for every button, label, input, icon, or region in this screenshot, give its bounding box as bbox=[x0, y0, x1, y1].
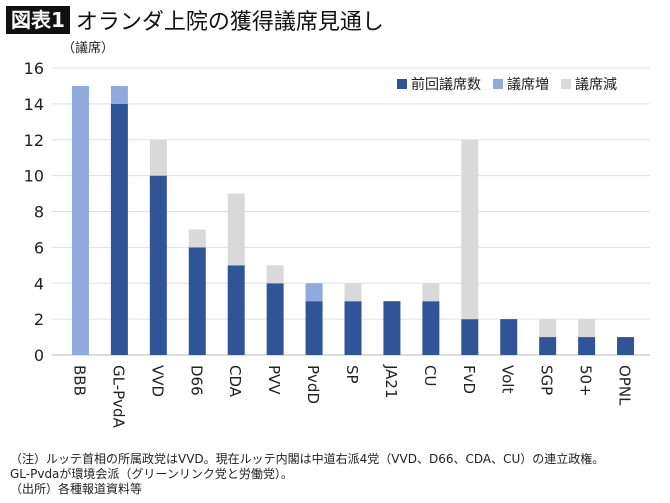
bar-segment bbox=[344, 283, 362, 302]
x-tick-label: SP bbox=[343, 365, 361, 384]
bar-segment bbox=[149, 139, 167, 176]
y-tick-label: 0 bbox=[34, 346, 44, 365]
bar-segment bbox=[578, 337, 596, 355]
y-tick-label: 14 bbox=[24, 95, 44, 114]
figure-badge: 図表1 bbox=[6, 6, 70, 34]
x-tick-label: PvdD bbox=[304, 365, 322, 404]
bar-segment bbox=[110, 85, 128, 104]
x-tick-label: VVD bbox=[148, 365, 166, 397]
y-tick-label: 12 bbox=[24, 131, 44, 150]
bar-segment bbox=[188, 229, 206, 248]
footnotes: （注）ルッテ首相の所属政党はVVD。現在ルッテ内閣は中道右派4党（VVD、D66… bbox=[10, 452, 604, 497]
x-tick-label: CDA bbox=[226, 365, 244, 398]
y-axis-label: （議席） bbox=[62, 40, 114, 56]
bar-segment bbox=[461, 139, 479, 320]
legend-swatch bbox=[561, 79, 571, 89]
x-tick-label: Volt bbox=[499, 365, 517, 393]
bar-segment bbox=[617, 337, 635, 355]
x-tick-label: D66 bbox=[187, 365, 205, 396]
title-text: オランダ上院の獲得議席見通し bbox=[75, 10, 384, 35]
bar-segment bbox=[422, 283, 440, 302]
bar-segment bbox=[71, 85, 89, 355]
bar-segment bbox=[266, 265, 284, 284]
bar-segment bbox=[266, 283, 284, 355]
x-tick-label: BBB bbox=[70, 365, 88, 396]
y-tick-label: 2 bbox=[34, 310, 44, 329]
y-tick-label: 4 bbox=[34, 274, 44, 293]
bar-segment bbox=[461, 319, 479, 355]
x-tick-label: GL-PvdA bbox=[109, 365, 127, 429]
bar-segment bbox=[422, 301, 440, 355]
bar-segment bbox=[383, 301, 401, 355]
legend-label: 議席増 bbox=[507, 76, 549, 93]
x-tick-label: 50+ bbox=[577, 365, 595, 397]
bar-segment bbox=[539, 337, 557, 355]
bar-segment bbox=[500, 319, 518, 355]
x-tick-label: CU bbox=[421, 365, 439, 386]
bar-segment bbox=[344, 301, 362, 355]
stacked-bar-chart: （議席） 0 2 4 6 8 10 12 14 16 BBB GL-PvdA VVD D66 CDA PVV P… bbox=[24, 40, 650, 429]
bar-segment bbox=[227, 265, 245, 355]
legend-swatch bbox=[397, 79, 407, 89]
x-tick-label: JA21 bbox=[382, 364, 400, 399]
legend-swatch bbox=[493, 79, 503, 89]
x-tick-label: FvD bbox=[460, 365, 478, 394]
y-tick-label: 6 bbox=[34, 238, 44, 257]
legend-label: 議席減 bbox=[575, 76, 617, 93]
bar-segment bbox=[188, 247, 206, 355]
note-line: GL-Pvdaが環境会派（グリーンリンク党と労働党）。 bbox=[10, 467, 293, 481]
note-line: （出所）各種報道資料等 bbox=[10, 482, 143, 496]
x-tick-label: PVV bbox=[265, 365, 283, 395]
chart-title: 図表1 オランダ上院の獲得議席見通し bbox=[6, 5, 384, 35]
bar-segment bbox=[305, 301, 323, 355]
y-tick-label: 10 bbox=[24, 167, 44, 186]
bar-segment bbox=[305, 283, 323, 302]
legend-label: 前回議席数 bbox=[411, 76, 481, 93]
note-line: （注）ルッテ首相の所属政党はVVD。現在ルッテ内閣は中道右派4党（VVD、D66… bbox=[10, 452, 605, 466]
bar-segment bbox=[149, 175, 167, 355]
x-tick-label: OPNL bbox=[616, 365, 634, 406]
bar-segment bbox=[110, 103, 128, 355]
y-tick-label: 8 bbox=[34, 203, 44, 222]
bar-segment bbox=[539, 319, 557, 338]
y-tick-label: 16 bbox=[24, 59, 44, 78]
bar-segment bbox=[578, 319, 596, 338]
x-tick-label: SGP bbox=[538, 365, 556, 395]
bar-segment bbox=[227, 193, 245, 266]
